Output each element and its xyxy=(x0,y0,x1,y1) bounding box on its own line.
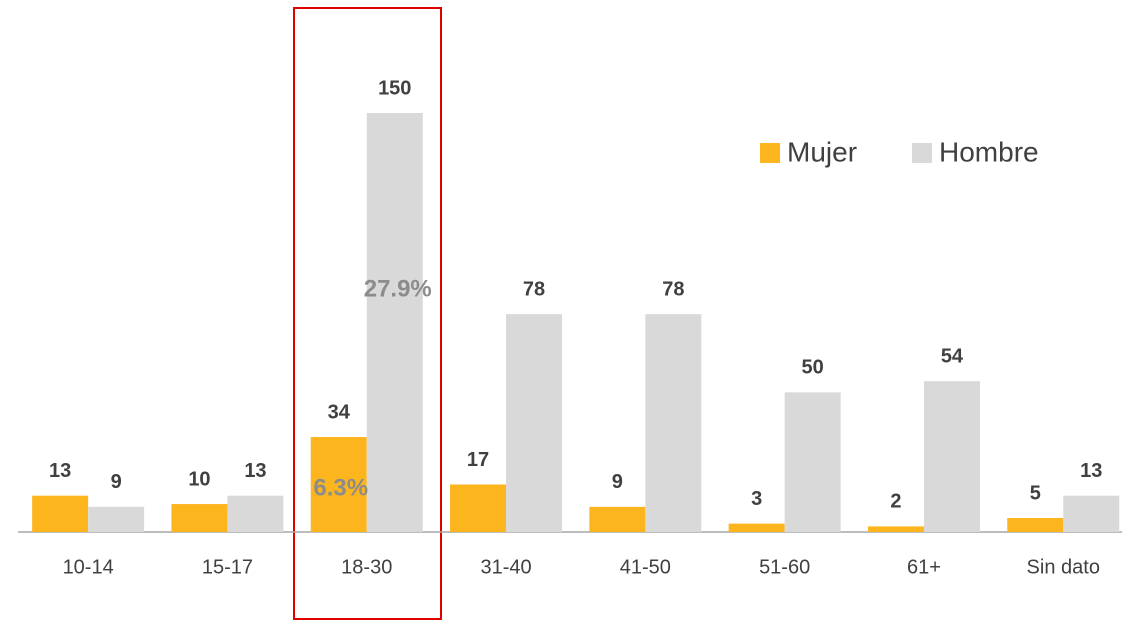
legend-label: Mujer xyxy=(787,136,857,167)
bar xyxy=(310,437,367,532)
bar xyxy=(88,506,145,532)
bar xyxy=(1007,518,1064,532)
bar xyxy=(506,314,563,532)
x-tick-label: 31-40 xyxy=(480,556,531,578)
annotation: 6.3% xyxy=(313,474,368,501)
x-tick-label: 15-17 xyxy=(202,556,253,578)
data-label: 150 xyxy=(378,77,411,99)
bar xyxy=(450,484,507,532)
bar xyxy=(32,495,89,532)
bar xyxy=(1063,495,1120,532)
data-label: 9 xyxy=(612,471,623,493)
legend-swatch xyxy=(912,143,933,163)
bar xyxy=(645,314,702,532)
bar xyxy=(923,381,980,532)
x-tick-label: 61+ xyxy=(907,556,941,578)
bar xyxy=(171,504,228,532)
bar xyxy=(784,392,841,532)
data-label: 34 xyxy=(328,401,351,423)
bar xyxy=(867,526,924,532)
highlight-box xyxy=(293,7,442,620)
x-tick-label: 51-60 xyxy=(759,556,810,578)
bar xyxy=(227,495,284,532)
data-label: 9 xyxy=(111,471,122,493)
x-tick-label: 18-30 xyxy=(341,556,392,578)
bar xyxy=(366,113,423,532)
data-label: 78 xyxy=(662,278,684,300)
data-label: 78 xyxy=(523,278,545,300)
data-label: 13 xyxy=(1080,460,1102,482)
legend-label: Hombre xyxy=(939,136,1039,167)
x-tick-label: 10-14 xyxy=(63,556,114,578)
data-label: 17 xyxy=(467,449,489,471)
x-tick-label: 41-50 xyxy=(620,556,671,578)
data-label: 3 xyxy=(751,488,762,510)
data-label: 13 xyxy=(49,460,71,482)
data-label: 2 xyxy=(890,491,901,513)
x-tick-label: Sin dato xyxy=(1027,556,1100,578)
data-label: 13 xyxy=(244,460,266,482)
data-label: 54 xyxy=(941,345,964,367)
annotation: 27.9% xyxy=(364,275,432,302)
bar xyxy=(728,523,785,532)
data-label: 10 xyxy=(188,468,210,490)
legend-swatch xyxy=(760,143,780,163)
bar xyxy=(589,506,646,532)
data-label: 50 xyxy=(802,357,824,379)
data-label: 5 xyxy=(1030,482,1041,504)
